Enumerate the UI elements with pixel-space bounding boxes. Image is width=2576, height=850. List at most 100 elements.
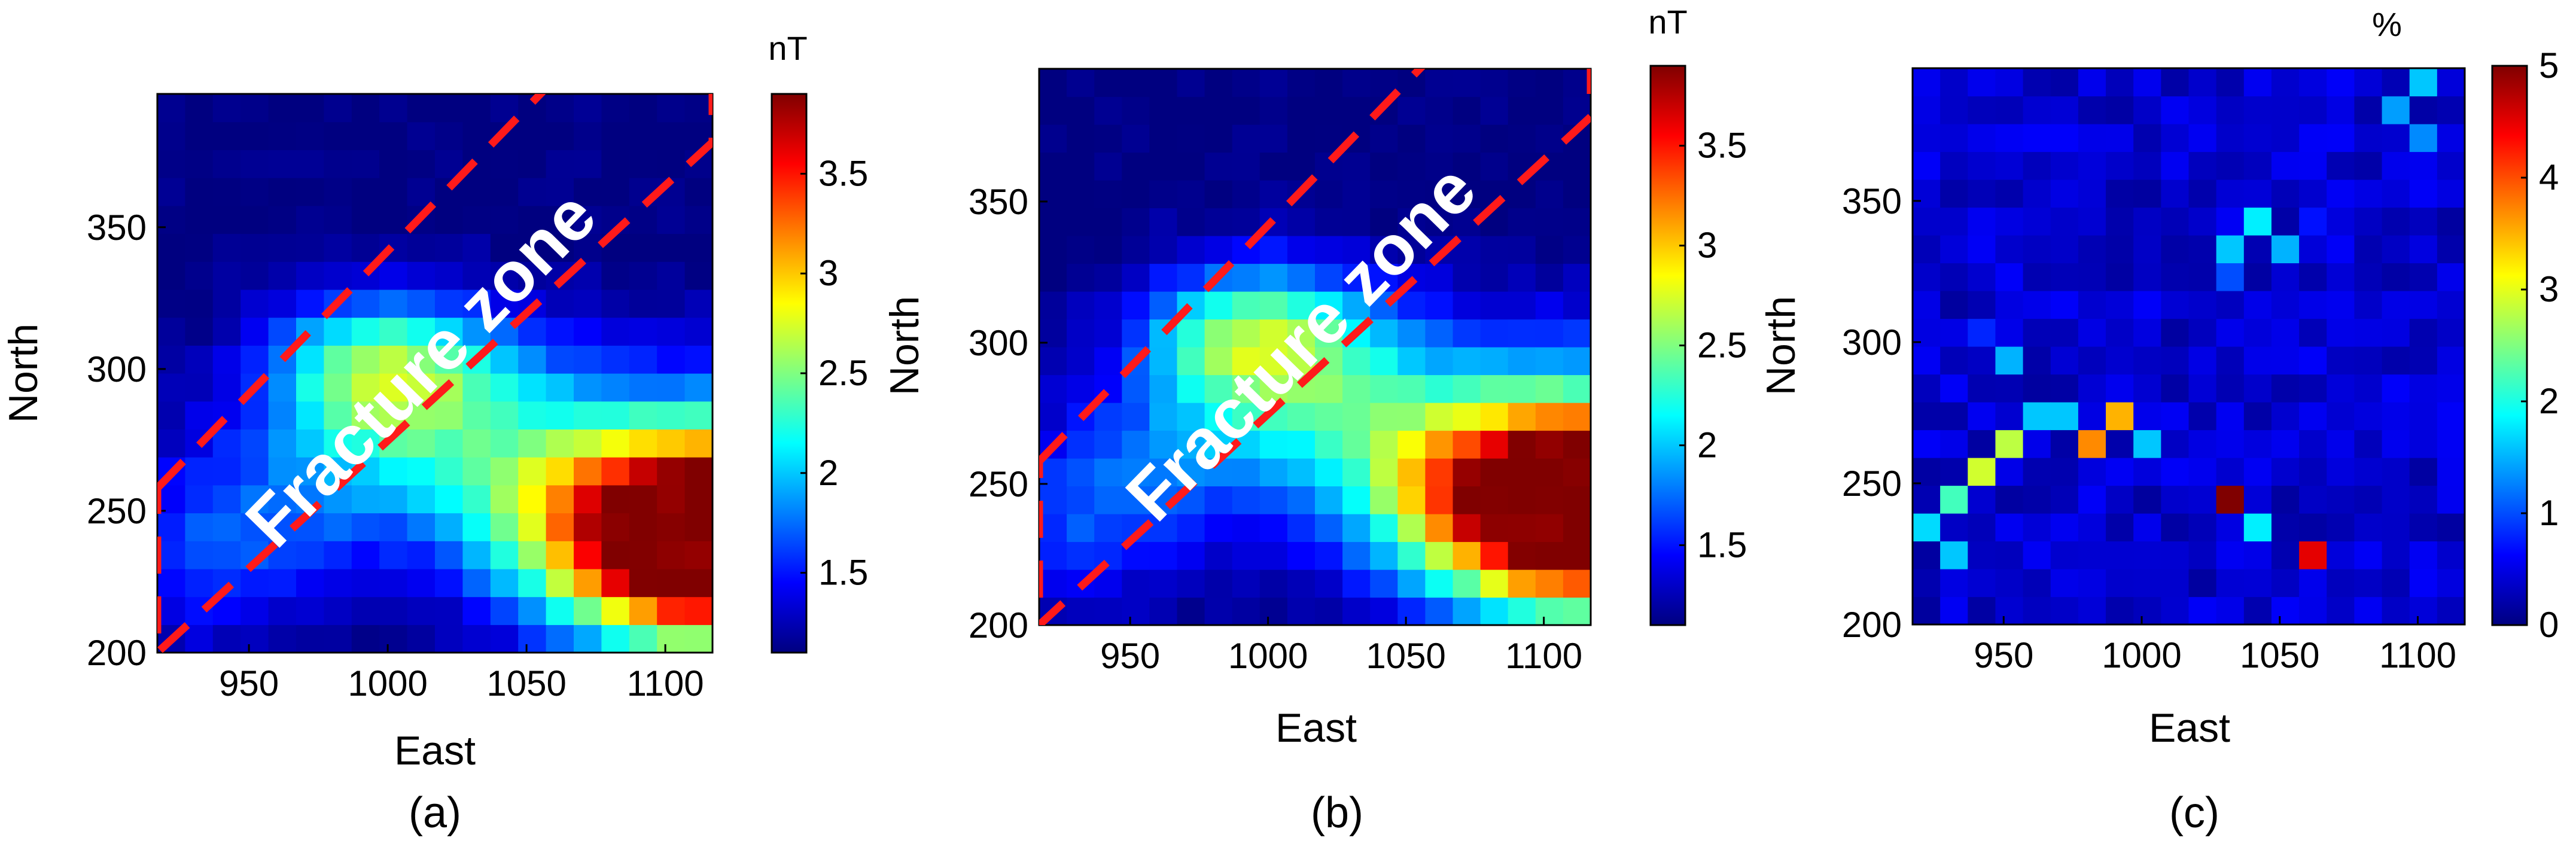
heatmap-cell: [490, 178, 519, 206]
heatmap-cell: [2050, 513, 2079, 542]
heatmap-cell: [2299, 569, 2327, 598]
heatmap-cell: [2078, 235, 2106, 264]
heatmap-cell: [296, 205, 324, 234]
heatmap-cell: [1342, 69, 1371, 98]
heatmap-cell: [1425, 486, 1454, 514]
heatmap-cell: [2106, 458, 2134, 486]
heatmap-cell: [1563, 69, 1591, 98]
heatmap-cell: [2299, 346, 2327, 375]
heatmap-cell: [462, 317, 491, 346]
heatmap-cell: [2161, 513, 2190, 542]
heatmap-cell: [1122, 374, 1150, 403]
heatmap-cell: [1039, 208, 1067, 236]
heatmap-cell: [2354, 346, 2383, 375]
heatmap-cell: [1259, 319, 1288, 348]
heatmap-cell: [518, 457, 547, 486]
heatmap-cell: [1149, 374, 1178, 403]
heatmap-cell: [1259, 69, 1288, 98]
heatmap-cell: [490, 568, 519, 598]
heatmap-cell: [1535, 486, 1564, 514]
heatmap-cell: [212, 233, 241, 262]
colorbar-tick-label: 3: [2539, 269, 2559, 309]
heatmap-cell: [324, 94, 352, 123]
heatmap-cell: [1968, 179, 1996, 208]
heatmap-cell: [2023, 458, 2051, 486]
heatmap-cell: [546, 373, 574, 402]
heatmap-cell: [1067, 347, 1095, 376]
heatmap-cell: [1480, 486, 1509, 514]
heatmap-cell: [2023, 485, 2051, 514]
heatmap-cell: [2409, 569, 2438, 598]
heatmap-cell: [1425, 180, 1454, 209]
heatmap-cell: [1204, 514, 1233, 543]
heatmap-cell: [1397, 319, 1426, 348]
heatmap-cell: [240, 289, 269, 318]
heatmap-cell: [1259, 152, 1288, 181]
heatmap-cell: [185, 150, 214, 178]
heatmap-cell: [2023, 569, 2051, 598]
heatmap-cell: [1149, 347, 1178, 376]
heatmap-cell: [2188, 541, 2217, 569]
heatmap-cell: [684, 401, 713, 429]
heatmap-cell: [2161, 124, 2190, 153]
heatmap-cell: [1480, 291, 1509, 320]
heatmap-cell: [1913, 513, 1941, 542]
heatmap-cell: [2409, 458, 2438, 486]
heatmap-cell: [518, 121, 547, 150]
heatmap-cell: [240, 513, 269, 541]
heatmap-cell: [1259, 597, 1288, 626]
heatmap-cell: [2354, 207, 2383, 236]
heatmap-cell: [1149, 96, 1178, 125]
heatmap-cell: [407, 429, 436, 458]
heatmap-cell: [1453, 430, 1481, 459]
heatmap-cell: [462, 457, 491, 486]
heatmap-cell: [2354, 318, 2383, 347]
heatmap-cell: [684, 178, 713, 206]
panel-c: 950 1000 1050 1100 200 250 300 350 East North (c) 0…: [1758, 5, 2559, 837]
heatmap-cell: [1122, 319, 1150, 348]
heatmap-cell: [2133, 374, 2161, 403]
heatmap-cell: [1480, 319, 1509, 348]
heatmap-cell: [518, 485, 547, 514]
heatmap-cell: [518, 345, 547, 374]
heatmap-cell: [2106, 541, 2134, 569]
heatmap-cell: [2382, 124, 2410, 153]
heatmap-cell: [2188, 235, 2217, 264]
heatmap-cell: [324, 261, 352, 290]
heatmap-cell: [490, 233, 519, 262]
heatmap-cell: [1122, 430, 1150, 459]
heatmap-cell: [2133, 513, 2161, 542]
heatmap-cell: [1563, 347, 1591, 376]
heatmap-cell: [268, 596, 297, 625]
heatmap-cell: [2161, 263, 2190, 291]
heatmap-cell: [240, 233, 269, 262]
heatmap-cell: [2327, 151, 2355, 180]
heatmap-cell: [1480, 597, 1509, 626]
heatmap-cell: [518, 568, 547, 598]
heatmap-cell: [1370, 236, 1398, 264]
heatmap-cell: [1315, 458, 1343, 487]
heatmap-cell: [1232, 597, 1260, 626]
heatmap-cell: [462, 541, 491, 569]
heatmap-cell: [2409, 596, 2438, 625]
heatmap-cell: [324, 596, 352, 625]
heatmap-cell: [1232, 347, 1260, 376]
heatmap-cell: [1287, 486, 1316, 514]
heatmap-cell: [1232, 124, 1260, 153]
heatmap-cell: [407, 317, 436, 346]
heatmap-cell: [1397, 541, 1426, 570]
heatmap-cell: [1940, 124, 1968, 153]
heatmap-cell: [2106, 263, 2134, 291]
heatmap-cell: [2188, 513, 2217, 542]
heatmap-cell: [1039, 236, 1067, 264]
heatmap-cell: [2188, 569, 2217, 598]
heatmap-cell: [1204, 69, 1233, 98]
heatmap-cell: [1940, 596, 1968, 625]
heatmap-cell: [2078, 96, 2106, 124]
heatmap-cell: [1480, 347, 1509, 376]
heatmap-cell: [2023, 151, 2051, 180]
heatmap-cell: [2271, 485, 2300, 514]
heatmap-cell: [1508, 486, 1536, 514]
heatmap-cell: [1094, 69, 1122, 98]
heatmap-cell: [157, 401, 185, 429]
